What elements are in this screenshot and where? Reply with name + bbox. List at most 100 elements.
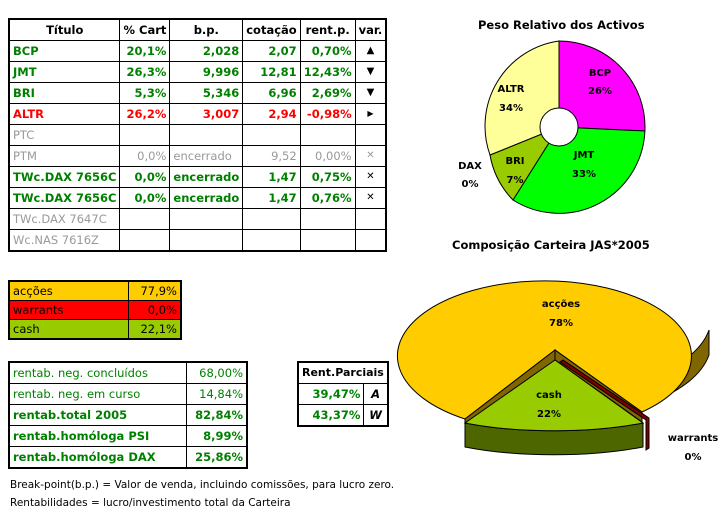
- cell-bp: 2,028: [169, 40, 244, 62]
- table-row: Wc.NAS 7616Z: [8, 229, 387, 252]
- composition-label: acções: [8, 280, 129, 301]
- svg-text:33%: 33%: [572, 169, 596, 180]
- arrow-right-icon: ▶: [354, 103, 387, 125]
- cell-titulo: PTM: [8, 145, 121, 167]
- header-cart: % Cart: [119, 18, 171, 41]
- svg-text:cash: cash: [536, 390, 562, 401]
- svg-text:7%: 7%: [507, 175, 524, 186]
- composition-row-cash: cash 22,1%: [8, 319, 182, 340]
- cell-titulo: ALTR: [8, 103, 121, 125]
- cell-cotacao: 2,94: [242, 103, 301, 125]
- slice-cash-side: [464, 422, 644, 456]
- svg-text:26%: 26%: [588, 86, 612, 97]
- returns-row: rentab. neg. em curso 14,84%: [8, 383, 248, 405]
- cell-var: [354, 229, 387, 252]
- cell-cotacao: 1,47: [242, 187, 301, 209]
- partial-tag: A: [363, 383, 389, 405]
- cell-cart: 26,3%: [119, 61, 171, 83]
- returns-value: 68,00%: [186, 361, 248, 384]
- returns-label: rentab.total 2005: [8, 404, 187, 426]
- svg-text:JMT: JMT: [573, 150, 595, 161]
- returns-row: rentab. neg. concluídos 68,00%: [8, 361, 248, 384]
- cell-var: [354, 208, 387, 230]
- composition-value: 22,1%: [128, 319, 182, 340]
- cell-cotacao: [242, 208, 301, 230]
- cell-cart: 0,0%: [119, 187, 171, 209]
- composition-label: cash: [8, 319, 129, 340]
- header-bp: b.p.: [169, 18, 244, 41]
- cell-cart: [119, 229, 171, 252]
- cell-titulo: TWc.DAX 7656C: [8, 187, 121, 209]
- cell-titulo: JMT: [8, 61, 121, 83]
- cell-titulo: TWc.DAX 7647C: [8, 208, 121, 230]
- returns-row: rentab.homóloga DAX 25,86%: [8, 446, 248, 469]
- table-row: TWc.DAX 7647C: [8, 208, 387, 230]
- table-row: BRI 5,3% 5,346 6,96 2,69% ▼: [8, 82, 387, 104]
- cell-bp: [169, 124, 244, 146]
- partial-row: 43,37% W: [297, 404, 389, 427]
- partial-header-row: Rent.Parciais: [297, 361, 389, 384]
- cell-cotacao: 2,07: [242, 40, 301, 62]
- svg-text:acções: acções: [542, 299, 580, 310]
- arrow-down-icon: ▼: [354, 61, 387, 83]
- slice-bri: [489, 125, 561, 201]
- cell-titulo: PTC: [8, 124, 121, 146]
- cell-bp: 5,346: [169, 82, 244, 104]
- cell-bp: 3,007: [169, 103, 244, 125]
- note-rentabilidades: Rentabilidades = lucro/investimento tota…: [10, 497, 291, 509]
- cell-rent: [299, 229, 356, 252]
- cell-bp: encerrado: [169, 145, 244, 167]
- note-breakpoint: Break-point(b.p.) = Valor de venda, incl…: [10, 479, 395, 491]
- svg-text:34%: 34%: [499, 103, 523, 114]
- returns-label: rentab.homóloga PSI: [8, 425, 187, 447]
- cell-titulo: TWc.DAX 7656C: [8, 166, 121, 188]
- partial-value: 39,47%: [297, 383, 365, 405]
- svg-text:warrants: warrants: [668, 433, 718, 444]
- arrow-up-icon: ▲: [354, 40, 387, 62]
- returns-row: rentab.homóloga PSI 8,99%: [8, 425, 248, 447]
- composition-table: acções 77,9% warrants 0,0% cash 22,1%: [8, 280, 182, 340]
- svg-text:DAX: DAX: [458, 161, 482, 172]
- cell-cotacao: 6,96: [242, 82, 301, 104]
- pie1-title: Peso Relativo dos Activos: [478, 18, 645, 32]
- svg-text:BCP: BCP: [589, 68, 611, 79]
- cell-cart: [119, 208, 171, 230]
- cross-icon: ✕: [354, 145, 387, 167]
- partial-returns-table: Rent.Parciais 39,47% A 43,37% W: [297, 361, 389, 427]
- partial-row: 39,47% A: [297, 383, 389, 405]
- cell-rent: 0,00%: [299, 145, 356, 167]
- cell-rent: [299, 208, 356, 230]
- slice-altr: [484, 40, 560, 156]
- cell-rent: -0,98%: [299, 103, 356, 125]
- cell-cart: 26,2%: [119, 103, 171, 125]
- cell-cotacao: 1,47: [242, 166, 301, 188]
- cell-cart: 0,0%: [119, 145, 171, 167]
- arrow-down-icon: ▼: [354, 82, 387, 104]
- cell-rent: 0,75%: [299, 166, 356, 188]
- header-cotacao: cotação: [242, 18, 301, 41]
- table-row: JMT 26,3% 9,996 12,81 12,43% ▼: [8, 61, 387, 83]
- cell-titulo: BRI: [8, 82, 121, 104]
- svg-text:0%: 0%: [462, 179, 479, 190]
- cell-titulo: BCP: [8, 40, 121, 62]
- table-row: PTC: [8, 124, 387, 146]
- header-titulo: Título: [8, 18, 121, 41]
- partial-value: 43,37%: [297, 404, 365, 427]
- cell-rent: 0,70%: [299, 40, 356, 62]
- cell-bp: encerrado: [169, 187, 244, 209]
- returns-row: rentab.total 2005 82,84%: [8, 404, 248, 426]
- slice-warrants: [559, 359, 650, 451]
- returns-value: 25,86%: [186, 446, 248, 469]
- svg-text:BRI: BRI: [505, 156, 524, 167]
- partial-tag: W: [363, 404, 389, 427]
- returns-label: rentab.homóloga DAX: [8, 446, 187, 469]
- composition-value: 0,0%: [128, 300, 182, 320]
- cell-bp: [169, 229, 244, 252]
- cell-cotacao: 9,52: [242, 145, 301, 167]
- composition-row-warrants: warrants 0,0%: [8, 300, 182, 320]
- table-row: TWc.DAX 7656C 0,0% encerrado 1,47 0,75% …: [8, 166, 387, 188]
- svg-text:78%: 78%: [549, 318, 573, 329]
- returns-value: 8,99%: [186, 425, 248, 447]
- cell-rent: [299, 124, 356, 146]
- cell-bp: 9,996: [169, 61, 244, 83]
